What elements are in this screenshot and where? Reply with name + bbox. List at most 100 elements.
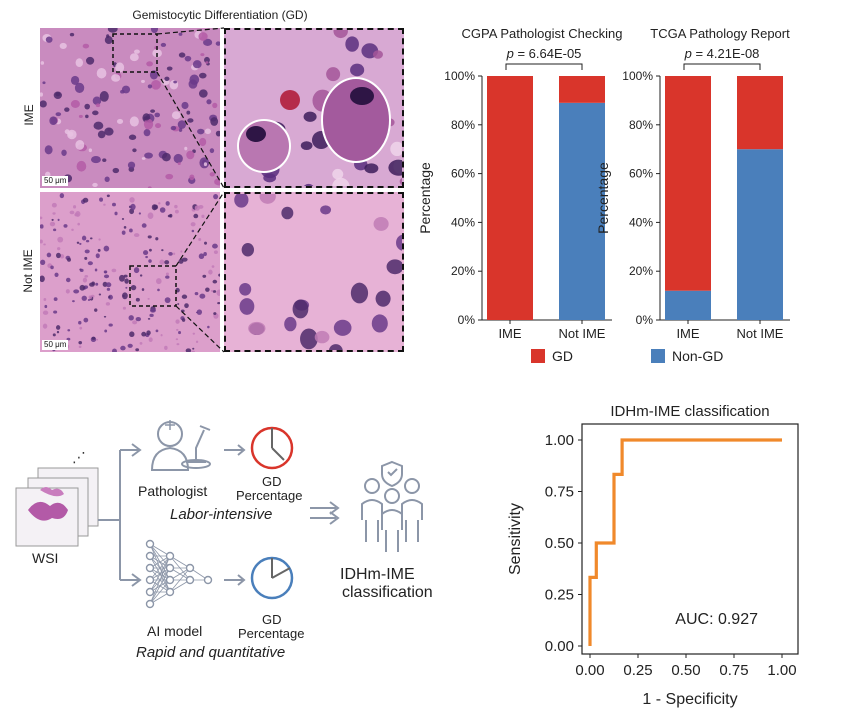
cell-nucleus — [154, 112, 161, 118]
cell-nucleus — [149, 313, 154, 317]
y-tick-label: 1.00 — [545, 432, 574, 449]
zoom-box-ime — [112, 33, 158, 73]
cell-nucleus — [46, 252, 52, 258]
nn-node — [185, 575, 195, 585]
cell-nucleus — [40, 92, 44, 97]
nn-node — [203, 575, 213, 585]
pathologist-label: Pathologist — [138, 483, 208, 499]
cell-nucleus — [205, 61, 209, 64]
zoom-line — [156, 27, 225, 35]
cell-nucleus — [98, 293, 102, 296]
cell-nucleus — [68, 131, 74, 137]
cell-nucleus — [125, 286, 128, 289]
cell-nucleus — [129, 197, 135, 203]
cell-nucleus — [56, 252, 61, 259]
cell-nucleus — [75, 58, 84, 68]
gd-percentage-label: Percentage — [236, 488, 303, 503]
cell-nucleus — [173, 252, 176, 256]
gd-label: GD — [262, 474, 282, 489]
cell-nucleus — [91, 155, 101, 164]
cell-nucleus — [104, 271, 107, 274]
cell-nucleus — [57, 247, 61, 251]
cell-nucleus — [178, 32, 183, 36]
cell-nucleus — [81, 295, 87, 301]
cell-nucleus — [59, 193, 65, 199]
cell-nucleus — [78, 345, 82, 348]
scale-bar-label: 50 μm — [42, 176, 69, 186]
cell-nucleus — [147, 212, 154, 220]
dots-glyph: ⋰ — [72, 450, 86, 466]
cell-nucleus — [82, 43, 90, 49]
cell-nucleus — [198, 32, 208, 41]
cell-nucleus — [44, 304, 48, 309]
cell-nucleus — [177, 162, 181, 166]
cell-nucleus — [69, 210, 75, 215]
cell-nucleus — [82, 197, 89, 203]
cell-nucleus — [213, 312, 217, 316]
significance-bracket — [505, 63, 583, 70]
ai-note: Rapid and quantitative — [136, 644, 286, 661]
cell-nucleus — [40, 275, 45, 283]
cell-nucleus — [332, 177, 350, 186]
cell-nucleus — [292, 299, 309, 319]
cell-nucleus — [116, 118, 124, 124]
cell-nucleus — [281, 206, 294, 220]
cell-nucleus — [123, 225, 127, 229]
cell-nucleus — [70, 100, 80, 108]
cell-nucleus — [64, 107, 70, 112]
cell-nucleus — [178, 127, 183, 132]
cell-nucleus — [103, 315, 107, 318]
cell-nucleus — [399, 177, 402, 185]
cell-nucleus — [53, 297, 58, 301]
cell-nucleus — [139, 342, 143, 345]
cell-nucleus — [95, 253, 100, 259]
cell-nucleus — [176, 343, 180, 346]
cell-nucleus — [390, 141, 402, 157]
bar-segment — [737, 149, 783, 320]
cell-nucleus — [135, 297, 140, 302]
cell-nucleus — [59, 254, 65, 259]
cell-nucleus — [196, 309, 203, 315]
cell-nucleus — [364, 163, 379, 174]
cell-nucleus — [164, 297, 171, 304]
cell-nucleus — [104, 127, 114, 136]
cell-nucleus — [75, 211, 81, 217]
result-line2: classification — [342, 584, 433, 601]
cell-nucleus — [78, 320, 82, 325]
x-tick-label: 0.75 — [719, 662, 748, 679]
cell-nucleus — [198, 238, 202, 242]
cell-nucleus — [203, 56, 210, 64]
cell-nucleus — [175, 319, 180, 324]
cell-nucleus — [184, 146, 188, 151]
nn-node — [145, 599, 155, 609]
cell-nucleus — [164, 345, 168, 350]
cell-nucleus — [77, 222, 80, 226]
cell-nucleus — [345, 36, 359, 52]
cell-nucleus — [129, 228, 133, 233]
cell-nucleus — [151, 79, 161, 90]
cell-nucleus — [185, 348, 192, 352]
roc-chart: IDHm-IME classification 0.00 0.25 0.50 0.75 1… — [507, 403, 799, 708]
cell-nucleus — [165, 201, 170, 206]
y-tick-label: 60% — [629, 167, 653, 181]
chart-title: TCGA Pathology Report — [650, 26, 790, 41]
micrograph-ime-highmag — [224, 28, 404, 188]
cell-nucleus — [84, 256, 88, 260]
cell-nucleus — [328, 344, 343, 350]
cell-nucleus — [87, 261, 93, 266]
cell-nucleus — [67, 257, 71, 262]
cell-nucleus — [130, 284, 137, 291]
cell-nucleus — [108, 323, 113, 327]
cell-nucleus — [155, 329, 159, 333]
cell-nucleus — [155, 123, 162, 129]
cell-nucleus — [141, 288, 145, 292]
cell-nucleus — [300, 328, 318, 350]
cell-nucleus — [81, 235, 87, 241]
nn-node — [185, 563, 195, 573]
cell-nucleus — [54, 272, 59, 277]
cell-nucleus — [139, 274, 143, 277]
cell-nucleus — [320, 205, 332, 215]
cell-nucleus — [97, 248, 101, 252]
result-line1: IDHm-IME — [340, 566, 415, 583]
cell-nucleus — [56, 330, 60, 334]
